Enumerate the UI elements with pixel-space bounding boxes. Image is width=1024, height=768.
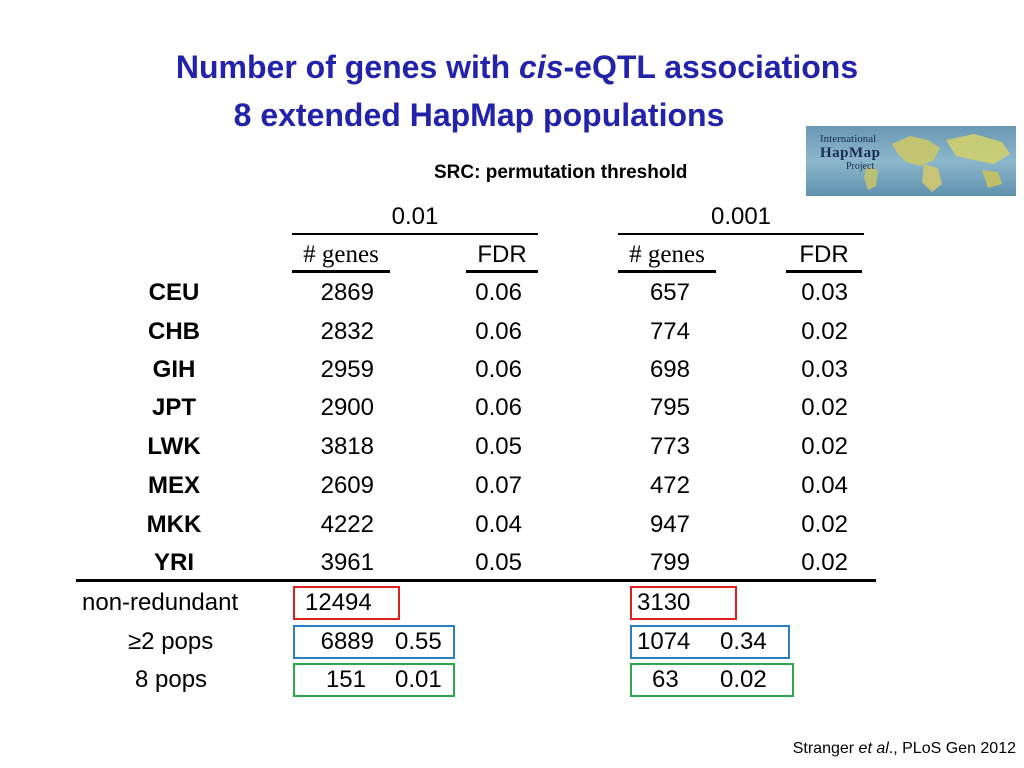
fdr-0001: 0.02	[801, 511, 848, 538]
pop-label: YRI	[153, 549, 194, 576]
fdr-001: 0.06	[475, 394, 522, 421]
fdr-0001: 0.03	[801, 279, 848, 306]
slide-title-line1: Number of genes with cis-eQTL associatio…	[0, 44, 1024, 90]
genes-0001: 799	[649, 549, 690, 576]
pop-label: CEU	[148, 279, 200, 306]
hapmap-logo: International HapMap Project	[806, 126, 1016, 196]
fdr-001: 0.05	[475, 433, 522, 460]
2pops-genes-001: 6889	[320, 628, 374, 655]
fdr-0001: 0.04	[801, 472, 848, 499]
2pops-genes-0001: 1074	[637, 628, 691, 655]
threshold-underline-1	[292, 233, 538, 235]
genes-001: 3818	[320, 433, 374, 460]
threshold-header-001: 0.01	[391, 203, 439, 230]
genes-001: 2959	[320, 356, 374, 383]
8pops-genes-0001: 63	[652, 666, 679, 693]
pop-label: MEX	[147, 472, 200, 499]
fdr-001: 0.06	[475, 356, 522, 383]
threshold-header-0001: 0.001	[710, 203, 772, 230]
pop-label: MKK	[146, 511, 202, 538]
genes-0001: 947	[649, 511, 690, 538]
summary-label-8pops: 8 pops	[135, 666, 208, 693]
summary-label-2pops: ≥2 pops	[128, 628, 214, 655]
genes-001: 4222	[320, 511, 374, 538]
genes-0001: 472	[649, 472, 690, 499]
table-divider	[76, 579, 876, 582]
header-underline-fdr-1	[466, 270, 538, 273]
genes-001: 2869	[320, 279, 374, 306]
citation-suffix: ., PLoS Gen 2012	[888, 740, 1016, 757]
fdr-001: 0.06	[475, 318, 522, 345]
slide-title-line2: 8 extended HapMap populations	[233, 97, 725, 133]
pop-label: JPT	[151, 394, 196, 421]
fdr-0001: 0.02	[801, 549, 848, 576]
nonredundant-genes-0001: 3130	[637, 589, 691, 616]
fdr-001: 0.06	[475, 279, 522, 306]
genes-0001: 773	[649, 433, 690, 460]
fdr-0001: 0.02	[801, 394, 848, 421]
highlight-box-green	[630, 663, 794, 697]
8pops-fdr-001: 0.01	[395, 666, 442, 693]
header-underline-fdr-2	[786, 270, 862, 273]
header-underline-genes-2	[618, 270, 716, 273]
8pops-genes-001: 151	[325, 666, 366, 693]
highlight-box-green	[293, 663, 455, 697]
genes-001: 3961	[320, 549, 374, 576]
logo-line1: International	[820, 133, 877, 145]
citation-italic: et al	[858, 740, 889, 757]
title-prefix: Number of genes with	[175, 49, 520, 85]
col-header-fdr-1: FDR	[477, 241, 527, 268]
header-underline-genes-1	[292, 270, 390, 273]
highlight-box-red	[630, 586, 737, 620]
pop-label: GIH	[152, 356, 196, 383]
logo-text: International HapMap Project	[820, 132, 881, 174]
citation-prefix: Stranger	[792, 740, 859, 757]
title-suffix: -eQTL associations	[563, 49, 859, 85]
fdr-0001: 0.03	[801, 356, 848, 383]
threshold-underline-2	[618, 233, 864, 235]
2pops-fdr-0001: 0.34	[720, 628, 767, 655]
genes-0001: 774	[649, 318, 690, 345]
summary-label-nonredundant: non-redundant	[82, 589, 239, 616]
8pops-fdr-0001: 0.02	[720, 666, 767, 693]
genes-0001: 657	[649, 279, 690, 306]
fdr-0001: 0.02	[801, 433, 848, 460]
highlight-box-blue	[293, 625, 455, 659]
col-header-genes-2: # genes	[629, 241, 705, 268]
highlight-box-blue	[630, 625, 790, 659]
world-map-graphic	[864, 134, 1010, 192]
logo-line2: HapMap	[820, 145, 881, 161]
genes-001: 2609	[320, 472, 374, 499]
col-header-fdr-2: FDR	[799, 241, 849, 268]
nonredundant-genes-001: 12494	[305, 589, 372, 616]
pop-label: CHB	[148, 318, 200, 345]
genes-001: 2900	[320, 394, 374, 421]
title-italic: cis	[519, 49, 564, 85]
pop-label: LWK	[147, 433, 201, 460]
subtitle: SRC: permutation threshold	[434, 162, 688, 183]
fdr-0001: 0.02	[801, 318, 848, 345]
col-header-genes-1: # genes	[303, 241, 379, 268]
fdr-001: 0.07	[475, 472, 522, 499]
genes-0001: 795	[649, 394, 690, 421]
fdr-001: 0.05	[475, 549, 522, 576]
genes-001: 2832	[320, 318, 374, 345]
fdr-001: 0.04	[475, 511, 522, 538]
citation: Stranger et al., PLoS Gen 2012	[793, 740, 1016, 758]
logo-line3: Project	[846, 161, 875, 172]
highlight-box-red	[293, 586, 400, 620]
genes-0001: 698	[649, 356, 690, 383]
2pops-fdr-001: 0.55	[395, 628, 442, 655]
